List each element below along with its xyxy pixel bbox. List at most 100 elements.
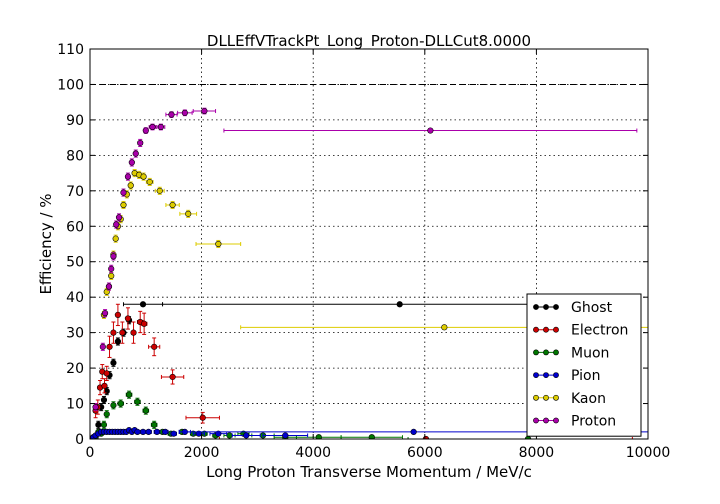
marker	[105, 283, 113, 290]
legend-marker	[533, 349, 539, 356]
data-point	[170, 430, 177, 437]
data-point	[100, 420, 108, 429]
data-point	[128, 158, 135, 167]
legend-entry: Kaon	[533, 391, 606, 407]
data-point	[162, 428, 169, 436]
data-point	[142, 127, 149, 134]
marker	[103, 411, 110, 418]
marker	[108, 265, 115, 272]
data-point	[110, 252, 117, 261]
legend-entry: Proton	[533, 414, 616, 430]
y-tick-label: 20	[66, 361, 84, 377]
data-point	[145, 177, 154, 186]
marker	[282, 432, 289, 439]
marker	[101, 382, 108, 389]
data-point	[99, 342, 106, 351]
tick-layer: 0 2000 4000 6000 8000 10000 0 10 20 30 40 50 60 70 80 9…	[57, 42, 670, 461]
data-layer	[90, 107, 648, 439]
y-tick-label: 30	[66, 326, 84, 342]
data-point	[125, 390, 133, 399]
data-point	[148, 123, 157, 131]
marker	[103, 370, 110, 377]
x-tick-label: 6000	[407, 445, 443, 461]
data-point	[154, 186, 165, 195]
y-tick-label: 80	[66, 148, 84, 164]
x-tick-label: 4000	[295, 445, 331, 461]
data-point	[156, 123, 166, 131]
marker	[110, 329, 117, 336]
legend-marker	[543, 394, 549, 401]
data-point	[110, 358, 117, 367]
data-point	[140, 312, 148, 335]
data-point	[108, 264, 115, 273]
marker	[139, 428, 147, 436]
y-tick-label: 70	[66, 184, 84, 200]
marker	[130, 329, 137, 336]
data-point	[124, 172, 132, 181]
marker	[141, 320, 148, 327]
marker	[108, 272, 115, 280]
marker	[119, 329, 126, 336]
marker	[215, 240, 222, 248]
data-point	[130, 321, 137, 344]
marker	[140, 173, 147, 180]
marker	[95, 421, 102, 428]
marker	[137, 139, 144, 147]
marker	[128, 159, 135, 166]
marker	[99, 343, 106, 350]
data-point	[119, 321, 126, 344]
legend-marker	[543, 372, 549, 378]
legend-entry: Pion	[533, 368, 600, 384]
data-point	[103, 365, 110, 381]
data-point	[103, 410, 110, 419]
data-point	[340, 434, 403, 439]
legend-marker	[543, 349, 549, 356]
data-point	[110, 401, 117, 410]
legend: Ghost Electron Muon Pion Kaon Proton	[526, 293, 642, 437]
x-tick-label: 10000	[626, 445, 671, 461]
data-point	[127, 181, 134, 190]
legend-marker	[543, 326, 549, 333]
data-point	[134, 428, 141, 436]
data-point	[140, 172, 147, 181]
x-tick-label: 8000	[519, 445, 555, 461]
legend-marker	[533, 417, 539, 424]
data-point	[195, 239, 242, 249]
data-point	[185, 411, 220, 424]
legend-entry: Ghost	[533, 300, 613, 316]
marker	[145, 428, 152, 436]
x-tick-label: 2000	[184, 445, 220, 461]
legend-marker	[533, 372, 539, 378]
data-point	[108, 271, 115, 280]
marker	[170, 430, 177, 437]
series-proton	[92, 107, 638, 412]
y-tick-label: 100	[57, 77, 84, 93]
data-point	[100, 395, 108, 405]
legend-marker	[553, 417, 559, 424]
data-point	[131, 169, 138, 178]
legend-marker	[553, 394, 559, 401]
legend-label: Muon	[571, 345, 609, 361]
marker	[168, 111, 175, 118]
legend-frame	[526, 293, 642, 437]
marker	[112, 235, 119, 242]
marker	[315, 434, 322, 439]
data-point	[295, 434, 342, 439]
marker	[157, 123, 164, 131]
data-point	[160, 369, 185, 385]
chart-title: DLLEffVTrackPt_Long_Proton-DLLCut8.0000	[207, 32, 531, 51]
legend-entry: Muon	[533, 345, 609, 361]
y-tick-label: 40	[66, 290, 84, 306]
marker	[142, 127, 149, 134]
y-tick-label: 10	[66, 397, 84, 413]
legend-label: Kaon	[571, 391, 606, 407]
y-tick-label: 90	[66, 113, 84, 129]
marker	[156, 187, 163, 194]
data-point	[262, 432, 309, 439]
data-point	[112, 234, 119, 243]
marker	[134, 428, 141, 436]
series-electron	[90, 303, 633, 439]
data-point	[132, 149, 139, 158]
marker	[181, 109, 188, 116]
